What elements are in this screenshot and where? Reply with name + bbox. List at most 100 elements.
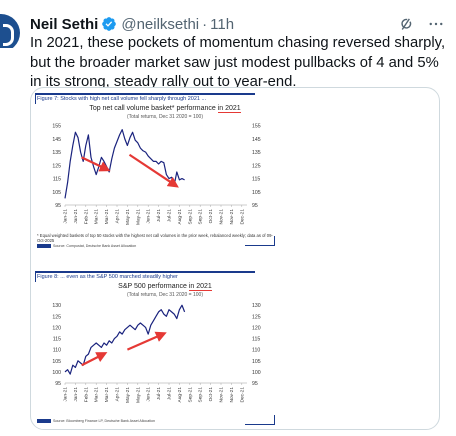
post-media-image[interactable]: Figure 7: Stocks with high net call volu…: [30, 87, 440, 430]
x-tick-label: Sep-21: [187, 209, 193, 225]
figure-net-call-volume: Figure 7: Stocks with high net call volu…: [35, 93, 277, 250]
chart-source-text: Source: Compustat, Deutsche Bank Asset A…: [53, 244, 137, 248]
y-tick-label-left: 135: [52, 150, 61, 156]
x-tick-label: Jan-21: [63, 387, 69, 402]
x-tick-label: Feb-21: [83, 387, 89, 403]
x-tick-label: May-21: [135, 387, 141, 403]
y-tick-label-right: 125: [252, 314, 261, 320]
y-tick-label-right: 145: [252, 137, 261, 143]
x-tick-label: Apr-21: [115, 387, 121, 402]
y-tick-label-left: 155: [52, 124, 61, 130]
figure-sp500: Figure 8: ... even as the S&P 500 marche…: [35, 271, 277, 429]
author-handle[interactable]: @neilksethi: [121, 15, 200, 33]
x-tick-label: Jul-21: [167, 209, 173, 222]
y-tick-label-left: 95: [55, 381, 61, 387]
x-tick-label: Nov-21: [219, 387, 225, 403]
chart-source-text: Source: Bloomberg Finance LP, Deutsche B…: [53, 419, 156, 423]
x-tick-label: Nov-21: [219, 209, 225, 225]
chart-title-prefix: S&P 500 performance: [118, 283, 189, 290]
annotation-arrow: [81, 352, 108, 367]
x-tick-label: Oct-21: [208, 387, 214, 402]
chart-footnote: * Equal weighted baskets of top 50 stock…: [37, 233, 273, 244]
y-tick-label-left: 110: [53, 348, 61, 354]
annotation-arrow: [128, 153, 179, 188]
y-tick-label-right: 125: [252, 163, 261, 169]
separator-dot: ·: [202, 15, 208, 33]
annotation-arrow: [81, 156, 111, 172]
grok-icon[interactable]: [396, 14, 416, 34]
chart-subtitle: (Total returns, Dec 31 2020 = 100): [126, 114, 203, 120]
y-tick-label-left: 100: [52, 370, 61, 376]
figure-label: Figure 7: Stocks with high net call volu…: [37, 96, 207, 102]
y-tick-label-right: 120: [252, 325, 261, 331]
chart-title-highlight: in 2021: [217, 105, 241, 113]
x-tick-label: Oct-21: [208, 209, 214, 224]
y-tick-label-right: 110: [252, 348, 260, 354]
author-name[interactable]: Neil Sethi: [30, 15, 99, 33]
y-tick-label-right: 155: [252, 124, 261, 130]
x-tick-label: Dec-21: [239, 387, 245, 403]
x-tick-label: Mar-21: [94, 209, 100, 225]
figure-label-bar: Figure 8: ... even as the S&P 500 marche…: [35, 271, 255, 282]
series-line: [64, 304, 186, 375]
x-tick-label: Sep-21: [198, 387, 204, 403]
chart-subtitle: (Total returns, Dec 31 2020 = 100): [126, 292, 203, 298]
x-tick-label: Apr-21: [115, 209, 121, 224]
more-icon[interactable]: [426, 14, 446, 34]
avatar-image: [0, 14, 20, 48]
x-tick-label: Jan-21: [63, 209, 69, 224]
x-tick-label: May-21: [125, 387, 131, 403]
x-tick-label: Feb-21: [83, 209, 89, 225]
y-tick-label-left: 115: [53, 337, 61, 343]
x-tick-label: Jul-21: [167, 387, 173, 400]
post-header: Neil Sethi @neilksethi · 11h: [30, 14, 446, 34]
x-tick-label: Aug-21: [177, 209, 183, 225]
x-tick-label: Jan-21: [73, 387, 79, 402]
avatar[interactable]: [0, 14, 20, 48]
x-tick-label: Jun-21: [146, 387, 152, 402]
y-tick-label-left: 125: [52, 314, 61, 320]
y-tick-label-left: 115: [53, 177, 61, 183]
x-tick-label: Mar-21: [104, 209, 110, 225]
y-tick-label-left: 105: [52, 190, 61, 196]
y-tick-label-left: 130: [52, 303, 61, 309]
x-tick-label: May-21: [125, 209, 131, 225]
figure-label: Figure 8: ... even as the S&P 500 marche…: [37, 274, 178, 280]
y-tick-label-right: 135: [252, 150, 261, 156]
x-tick-label: Sep-21: [187, 387, 193, 403]
figure-end-mark: [245, 415, 275, 425]
y-tick-label-right: 115: [252, 337, 260, 343]
x-tick-label: Mar-21: [104, 387, 110, 403]
y-tick-label-left: 125: [52, 163, 61, 169]
post-time[interactable]: 11h: [210, 15, 235, 33]
x-tick-label: Jul-21: [156, 387, 162, 400]
x-tick-label: Sep-21: [198, 209, 204, 225]
y-tick-label-right: 105: [252, 190, 261, 196]
y-tick-label-right: 130: [252, 303, 261, 309]
y-tick-label-left: 145: [52, 137, 61, 143]
annotation-arrow: [126, 331, 167, 351]
verified-badge-icon: [101, 16, 117, 32]
y-tick-label-right: 100: [252, 370, 261, 376]
y-tick-label-left: 105: [52, 359, 61, 365]
chart-title: S&P 500 performance in 2021: [75, 283, 255, 291]
x-tick-label: May-21: [135, 209, 141, 225]
series-line: [64, 129, 185, 199]
chart-title-prefix: Top net call volume basket* performance: [89, 105, 218, 112]
y-tick-label-right: 115: [252, 177, 260, 183]
line-chart-sp500: 95 95 100 100 105 105 110 110 115 115 120 120 125 125…: [52, 303, 261, 403]
y-tick-label-left: 120: [52, 325, 61, 331]
chart-source: Source: Bloomberg Finance LP, Deutsche B…: [37, 419, 156, 424]
x-tick-label: Aug-21: [177, 387, 183, 403]
chart-source: Source: Compustat, Deutsche Bank Asset A…: [37, 244, 137, 249]
post-text: In 2021, these pockets of momentum chasi…: [30, 35, 446, 90]
y-tick-label-right: 95: [252, 203, 258, 209]
chart-title: Top net call volume basket* performance …: [75, 105, 255, 113]
y-tick-label-right: 95: [252, 381, 258, 387]
header-actions: [396, 14, 446, 34]
y-tick-label-right: 105: [252, 359, 261, 365]
x-tick-label: Jun-21: [146, 209, 152, 224]
x-tick-label: Dec-21: [239, 209, 245, 225]
x-tick-label: Nov-21: [229, 209, 235, 225]
figure-label-bar: Figure 7: Stocks with high net call volu…: [35, 93, 255, 104]
